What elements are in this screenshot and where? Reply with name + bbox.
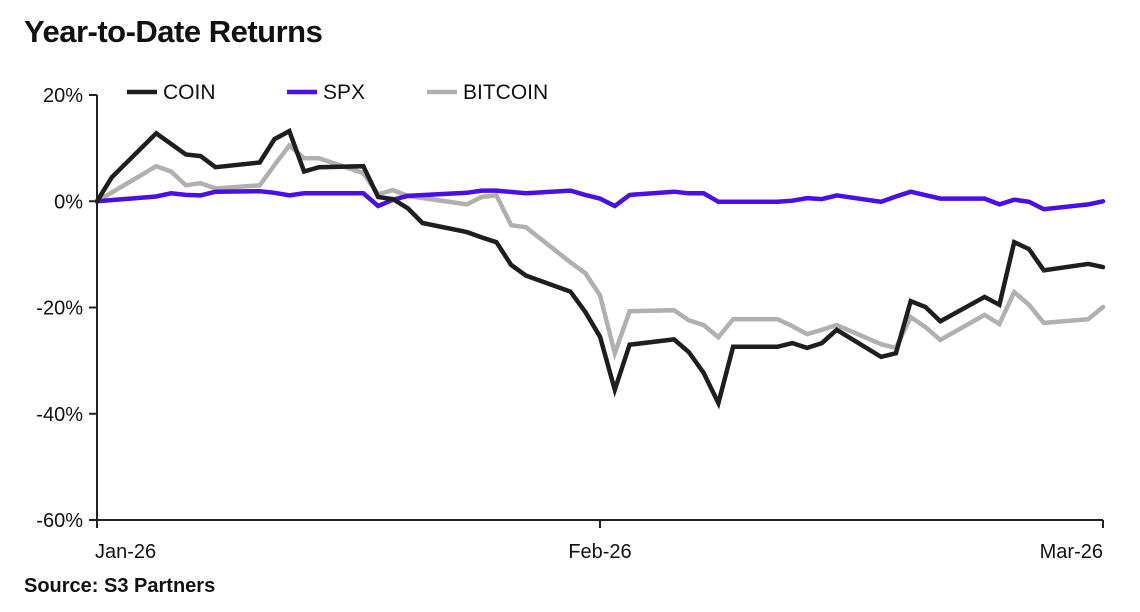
x-tick-label: Feb-26 — [568, 541, 631, 563]
x-tick-label: Mar-26 — [1040, 541, 1103, 563]
legend-label-coin: COIN — [163, 81, 216, 104]
y-tick-label: -40% — [36, 404, 83, 426]
series-line-spx — [94, 188, 1106, 212]
legend-label-bitcoin: BITCOIN — [463, 81, 548, 104]
y-tick-label: -20% — [36, 298, 83, 320]
series-line-bitcoin — [94, 142, 1106, 361]
chart-title: Year-to-Date Returns — [24, 14, 323, 49]
series-line-coin — [94, 127, 1106, 410]
y-tick-label: -60% — [36, 510, 83, 532]
y-tick-label: 0% — [54, 191, 83, 213]
legend-label-spx: SPX — [323, 81, 365, 104]
source-note: Source: S3 Partners — [24, 575, 216, 597]
x-tick-label: Jan-26 — [95, 541, 156, 563]
y-tick-label: 20% — [43, 85, 83, 107]
